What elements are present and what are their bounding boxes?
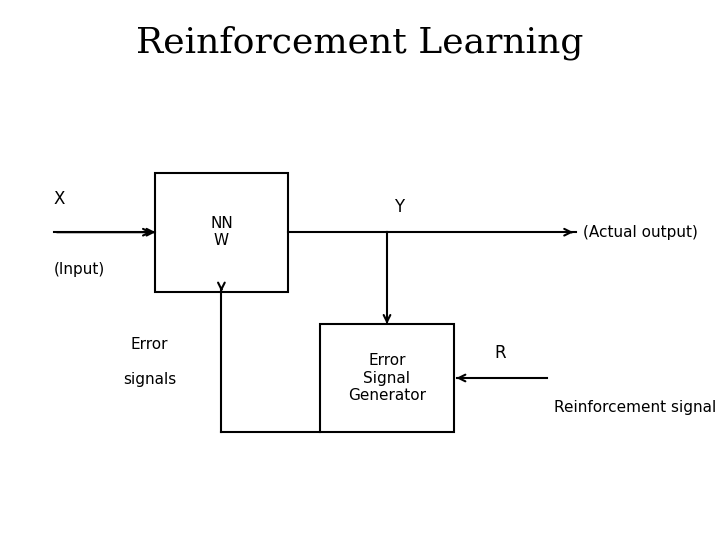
Text: Reinforcement Learning: Reinforcement Learning <box>136 26 584 60</box>
Text: Error
Signal
Generator: Error Signal Generator <box>348 353 426 403</box>
Text: Y: Y <box>395 198 405 216</box>
Text: R: R <box>495 344 506 362</box>
Text: NN
W: NN W <box>210 216 233 248</box>
Bar <box>320 324 454 432</box>
Text: Error

signals: Error signals <box>123 337 176 387</box>
Text: (Input): (Input) <box>54 262 105 277</box>
Bar <box>155 173 288 292</box>
Text: Reinforcement signal: Reinforcement signal <box>554 400 716 415</box>
Text: (Actual output): (Actual output) <box>583 225 698 240</box>
Text: X: X <box>54 190 66 208</box>
